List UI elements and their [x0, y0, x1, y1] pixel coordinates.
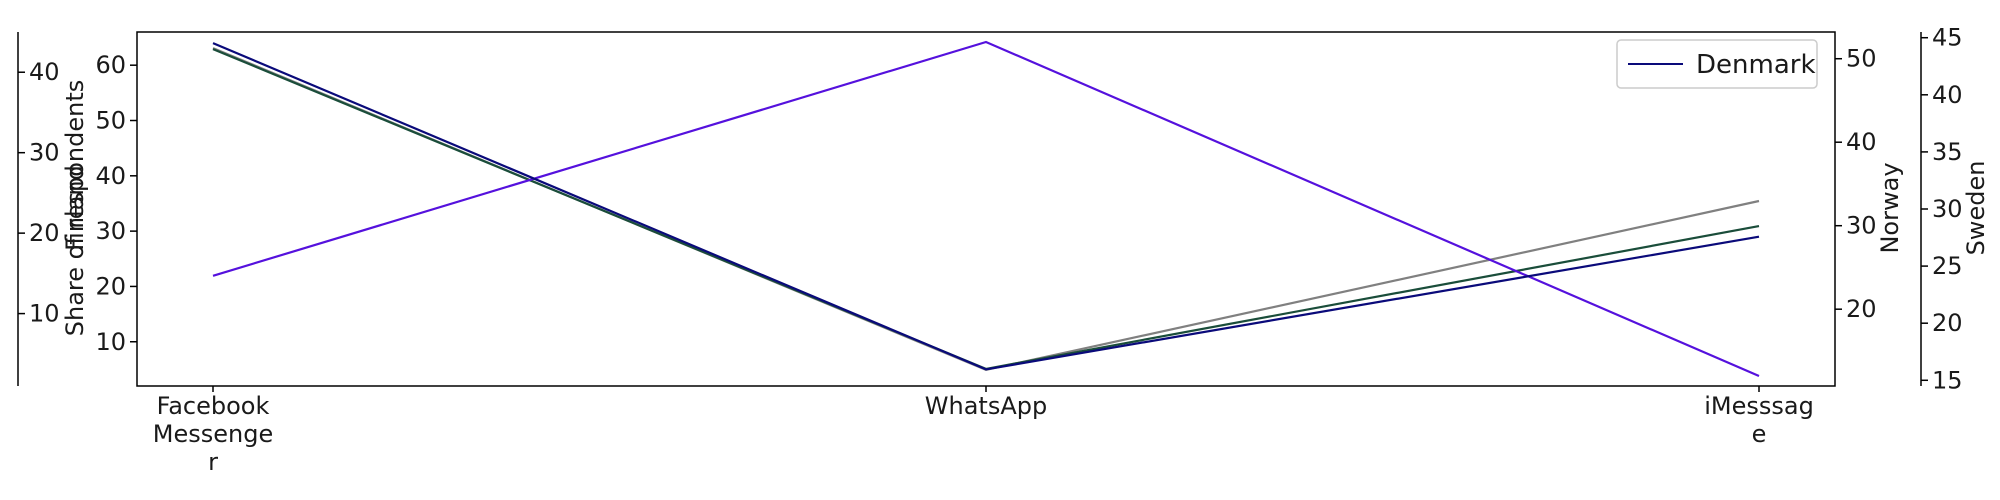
y-axis-title-sweden: Sweden	[1962, 161, 1990, 256]
y-axis-title-denmark: Share of respondents	[61, 80, 89, 337]
y-tick-label-sweden: 35	[1932, 138, 1963, 166]
y-tick-label-sweden: 20	[1932, 309, 1963, 337]
series-line-denmark	[212, 42, 1760, 371]
y-tick-label-denmark: 50	[95, 107, 126, 135]
y-tick-label-denmark: 20	[95, 272, 126, 300]
y-tick-label-denmark: 30	[95, 217, 126, 245]
y-tick-label-norway: 40	[1846, 128, 1877, 156]
y-tick-label-denmark: 40	[95, 162, 126, 190]
x-tick-label: iMesssag e	[1704, 392, 1814, 448]
series-line-norway	[212, 40, 1760, 378]
legend-label-denmark: Denmark	[1696, 50, 1816, 80]
axes-layer: Facebook Messenge r WhatsApp iMesssag e 10 20 30…	[17, 24, 1963, 476]
y-tick-label-norway: 50	[1846, 45, 1877, 73]
y-tick-label-finland: 40	[29, 58, 60, 86]
series-layer	[212, 40, 1760, 378]
y-tick-label-sweden: 25	[1932, 252, 1963, 280]
x-tick-label: Facebook Messenge r	[153, 392, 273, 476]
y-tick-label-norway: 30	[1846, 212, 1877, 240]
y-axis-title-finland: Finland	[61, 165, 89, 251]
y-tick-label-finland: 20	[29, 219, 60, 247]
y-tick-label-denmark: 60	[95, 51, 126, 79]
legend: Denmark	[1616, 39, 1818, 89]
y-tick-label-denmark: 10	[95, 328, 126, 356]
y-tick-label-sweden: 15	[1932, 366, 1963, 394]
y-tick-label-norway: 20	[1846, 295, 1877, 323]
y-tick-label-sweden: 30	[1932, 195, 1963, 223]
y-axis-title-norway: Norway	[1876, 162, 1904, 253]
y-tick-label-finland: 30	[29, 139, 60, 167]
y-tick-label-sweden: 40	[1932, 81, 1963, 109]
y-tick-label-finland: 10	[29, 300, 60, 328]
legend-frame	[1616, 39, 1818, 89]
y-tick-label-sweden: 45	[1932, 24, 1963, 52]
x-tick-label: WhatsApp	[925, 392, 1047, 420]
